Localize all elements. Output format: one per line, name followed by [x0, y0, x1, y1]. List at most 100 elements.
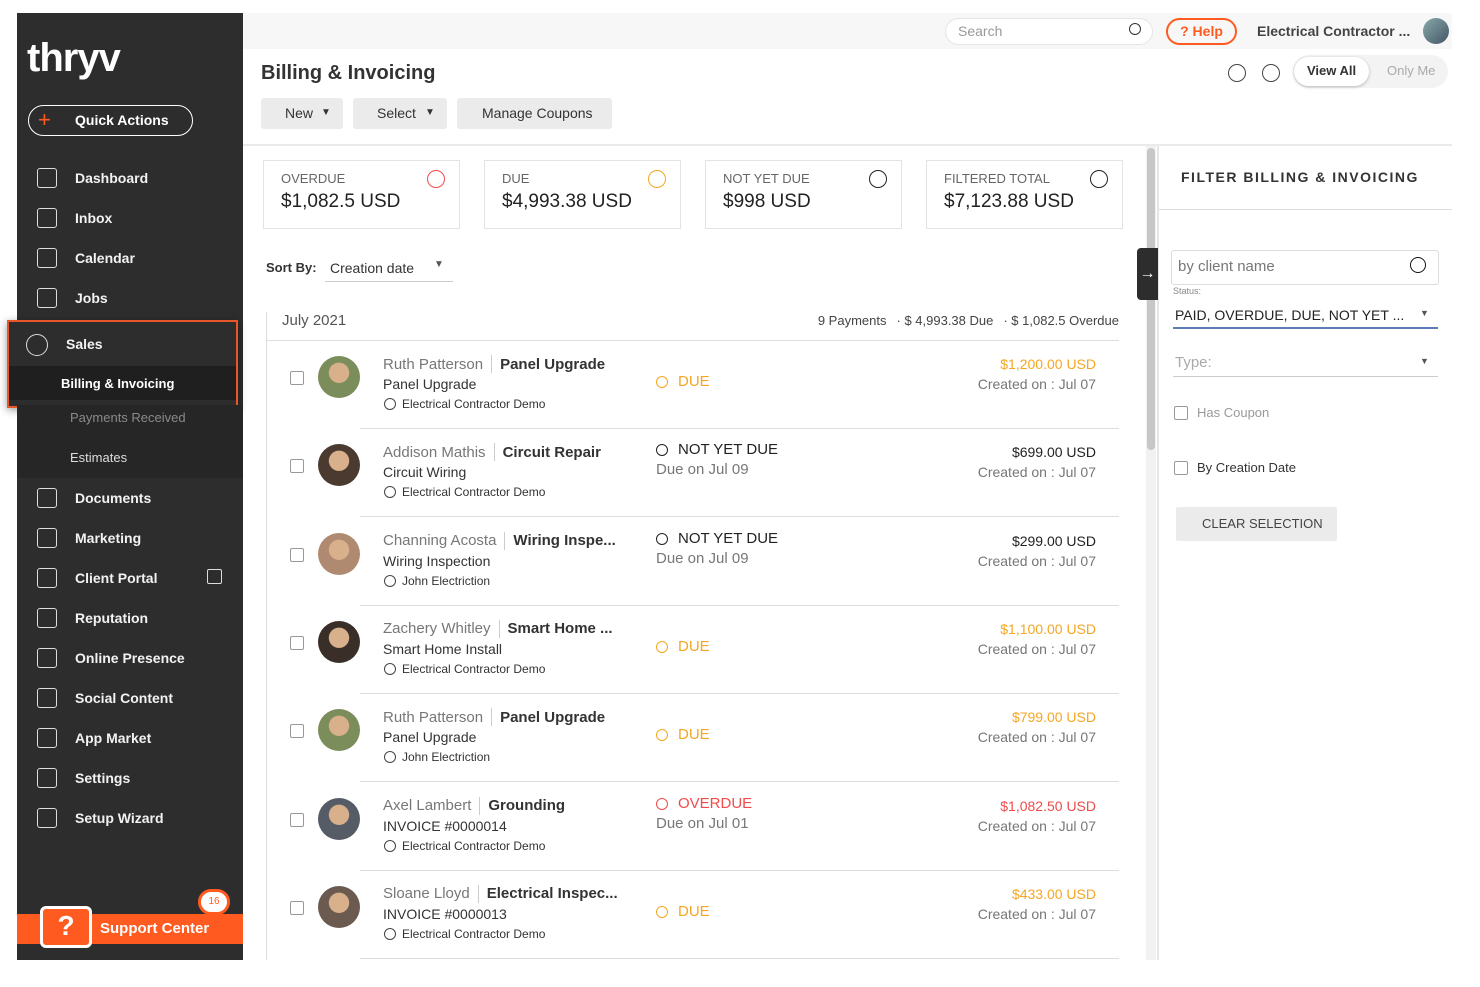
- checkbox[interactable]: [290, 547, 304, 562]
- plus: +: [38, 107, 51, 132]
- icon: [656, 797, 668, 810]
- title-row: Ruth Patterson Panel Upgrade: [383, 355, 605, 373]
- checkbox-label[interactable]: By Creation Date: [1197, 460, 1296, 475]
- subtitle: Smart Home Install: [383, 640, 503, 657]
- header-button[interactable]: [457, 98, 612, 129]
- nav-item[interactable]: Dashboard: [75, 170, 149, 186]
- nav-item[interactable]: Social Content: [75, 690, 174, 706]
- nav-item[interactable]: Documents: [75, 490, 152, 506]
- panel-toggle[interactable]: →: [1137, 248, 1158, 300]
- sub-nav-item[interactable]: Billing & Invoicing: [61, 376, 175, 391]
- created: Created on : Jul 07: [977, 376, 1096, 392]
- checkbox[interactable]: [290, 900, 304, 915]
- nav-item[interactable]: Inbox: [75, 210, 113, 226]
- created: Created on : Jul 07: [977, 905, 1096, 922]
- header-button[interactable]: [261, 98, 343, 129]
- created: Created on : Jul 07: [977, 640, 1096, 657]
- created: Created on : Jul 07: [977, 817, 1096, 834]
- nav-item[interactable]: Setup Wizard: [75, 810, 164, 826]
- nav-item[interactable]: Settings: [75, 770, 131, 786]
- due-date: Due on Jul 09: [656, 549, 749, 567]
- toggle-option[interactable]: View All: [1307, 63, 1357, 78]
- owner: Electrical Contractor Demo: [402, 485, 546, 500]
- subtitle: Panel Upgrade: [383, 376, 477, 392]
- job-title: Smart Home ...: [507, 620, 613, 638]
- row-rule: [360, 869, 1119, 871]
- separator: [504, 531, 506, 550]
- support-label[interactable]: Support Center: [100, 920, 210, 937]
- client-avatar: [318, 356, 360, 398]
- nav-item[interactable]: Online Presence: [75, 650, 185, 666]
- quick-actions-label[interactable]: Quick Actions: [75, 112, 169, 128]
- summary-label: DUE: [502, 171, 530, 186]
- icon: [869, 170, 887, 188]
- nav-item[interactable]: Marketing: [75, 530, 142, 546]
- nav-item[interactable]: Reputation: [75, 610, 149, 626]
- account[interactable]: Electrical Contractor ...: [1257, 23, 1411, 39]
- search-box[interactable]: [945, 18, 1153, 45]
- icon: [37, 488, 57, 508]
- checkbox[interactable]: [290, 635, 304, 650]
- filter-panel: [1157, 146, 1452, 960]
- clear-button[interactable]: [1176, 507, 1337, 541]
- icon: [384, 662, 396, 675]
- header-button-label[interactable]: New: [285, 105, 314, 121]
- status-value[interactable]: PAID, OVERDUE, DUE, NOT YET ...: [1175, 307, 1405, 323]
- client-name: Channing Acosta: [383, 532, 497, 550]
- icon: [37, 568, 57, 588]
- external-link: [207, 569, 222, 584]
- amount: $1,100.00 USD: [1000, 620, 1096, 637]
- nav-item[interactable]: Jobs: [75, 290, 108, 306]
- client-search[interactable]: [1171, 250, 1439, 285]
- header-button[interactable]: [353, 98, 447, 129]
- owner: Electrical Contractor Demo: [402, 838, 546, 853]
- type-label[interactable]: Type:: [1175, 354, 1212, 371]
- sub-nav-item[interactable]: Estimates: [70, 450, 128, 465]
- checkbox[interactable]: [290, 724, 304, 739]
- group-line: [266, 312, 267, 960]
- checkbox[interactable]: [1174, 461, 1188, 475]
- quick-actions[interactable]: [28, 105, 193, 136]
- caret: ▼: [1420, 356, 1429, 366]
- client-name: Ruth Patterson: [383, 708, 484, 726]
- title-row: Axel Lambert Grounding: [383, 796, 565, 815]
- amount: $433.00 USD: [1011, 885, 1096, 902]
- nav-item[interactable]: App Market: [75, 730, 152, 746]
- summary-value: $7,123.88 USD: [944, 191, 1074, 212]
- status: DUE: [678, 726, 710, 744]
- checkbox[interactable]: [1174, 406, 1188, 420]
- toggle-option[interactable]: Only Me: [1387, 63, 1436, 78]
- status-underline: [1173, 327, 1438, 329]
- status: NOT YET DUE: [678, 529, 779, 547]
- icon: [37, 208, 57, 228]
- filter-rule: [1159, 209, 1452, 210]
- separator: [491, 708, 493, 727]
- nav-item[interactable]: Calendar: [75, 250, 135, 266]
- icon: [37, 648, 57, 668]
- icon: [37, 608, 57, 628]
- checkbox[interactable]: [290, 812, 304, 827]
- header-button-label[interactable]: Select: [377, 105, 416, 121]
- icon: [37, 248, 57, 268]
- topbar: [243, 13, 1452, 49]
- nav-item[interactable]: Sales: [66, 336, 103, 352]
- checkbox[interactable]: [290, 459, 304, 474]
- row-rule: [360, 516, 1119, 518]
- client-name: Ruth Patterson: [383, 355, 484, 373]
- client-name: Sloane Lloyd: [383, 885, 470, 903]
- icon: [1090, 170, 1108, 188]
- header-button-label[interactable]: Manage Coupons: [482, 105, 593, 121]
- sub-nav-item[interactable]: Payments Received: [70, 410, 186, 425]
- checkbox-label[interactable]: Has Coupon: [1197, 405, 1270, 420]
- client-search-placeholder: by client name: [1178, 258, 1275, 275]
- caret: ▼: [321, 107, 331, 118]
- checkbox[interactable]: [290, 371, 304, 385]
- client-avatar: [318, 620, 360, 663]
- clear-label[interactable]: CLEAR SELECTION: [1202, 516, 1323, 531]
- icon: [656, 532, 668, 545]
- nav-item[interactable]: Client Portal: [75, 570, 158, 586]
- row-rule: [360, 604, 1119, 606]
- help[interactable]: ? Help: [1166, 18, 1237, 45]
- sort-value[interactable]: Creation date: [330, 260, 415, 276]
